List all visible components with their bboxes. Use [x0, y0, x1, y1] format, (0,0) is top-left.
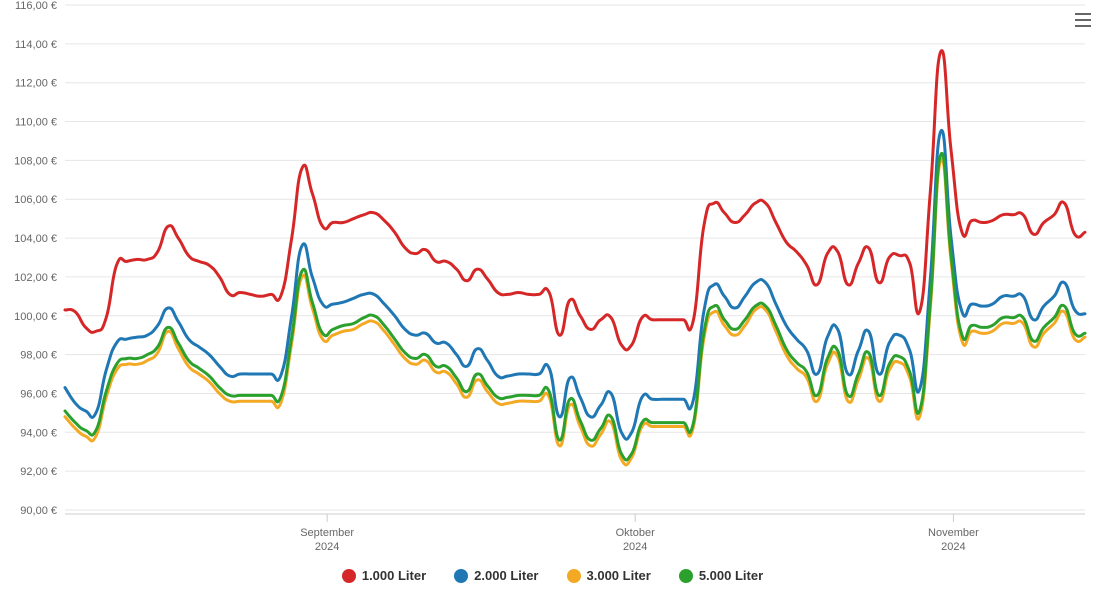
svg-text:2024: 2024 [623, 541, 647, 553]
svg-text:102,00 €: 102,00 € [14, 272, 57, 284]
legend-item[interactable]: 1.000 Liter [342, 568, 426, 583]
legend-label: 1.000 Liter [362, 568, 426, 583]
svg-text:2024: 2024 [941, 541, 965, 553]
svg-text:100,00 €: 100,00 € [14, 311, 57, 323]
svg-text:96,00 €: 96,00 € [20, 388, 57, 400]
legend: 1.000 Liter 2.000 Liter 3.000 Liter 5.000 L… [0, 568, 1105, 583]
legend-item[interactable]: 2.000 Liter [454, 568, 538, 583]
svg-text:104,00 €: 104,00 € [14, 233, 57, 245]
svg-text:98,00 €: 98,00 € [20, 350, 57, 362]
legend-item[interactable]: 3.000 Liter [567, 568, 651, 583]
legend-swatch [342, 569, 356, 583]
svg-text:114,00 €: 114,00 € [15, 39, 57, 51]
svg-text:Oktober: Oktober [616, 527, 655, 539]
svg-text:90,00 €: 90,00 € [20, 505, 57, 517]
legend-swatch [454, 569, 468, 583]
svg-text:94,00 €: 94,00 € [20, 427, 57, 439]
svg-text:116,00 €: 116,00 € [15, 0, 57, 12]
legend-item[interactable]: 5.000 Liter [679, 568, 763, 583]
legend-label: 2.000 Liter [474, 568, 538, 583]
svg-text:September: September [300, 527, 354, 539]
legend-label: 5.000 Liter [699, 568, 763, 583]
svg-text:106,00 €: 106,00 € [14, 194, 57, 206]
legend-swatch [567, 569, 581, 583]
svg-text:November: November [928, 527, 979, 539]
legend-swatch [679, 569, 693, 583]
svg-text:108,00 €: 108,00 € [14, 155, 57, 167]
price-chart: 90,00 € 92,00 € 94,00 € 96,00 € 98,00 € 100,0… [0, 0, 1105, 602]
legend-label: 3.000 Liter [587, 568, 651, 583]
chart-menu-icon[interactable] [1071, 8, 1095, 32]
svg-text:92,00 €: 92,00 € [20, 466, 57, 478]
svg-text:112,00 €: 112,00 € [15, 78, 57, 90]
svg-text:2024: 2024 [315, 541, 339, 553]
svg-text:110,00 €: 110,00 € [15, 117, 57, 129]
